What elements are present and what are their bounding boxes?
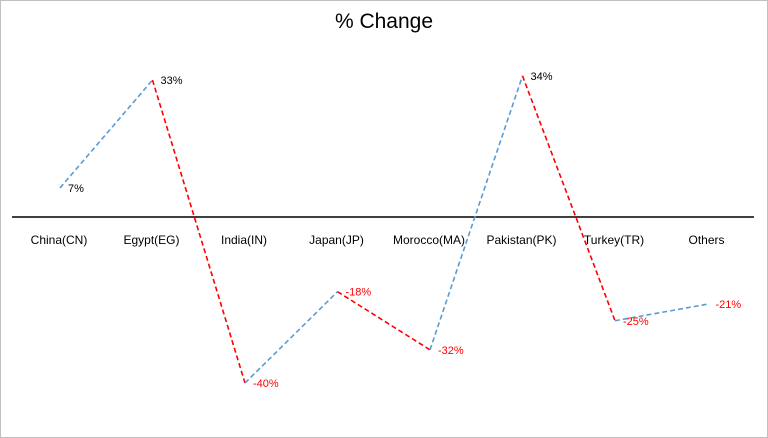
category-label: Others [688, 233, 724, 247]
category-label: Turkey(TR) [584, 233, 644, 247]
data-label: 7% [68, 183, 84, 195]
data-label: -25% [623, 316, 649, 328]
category-label: China(CN) [31, 233, 88, 247]
line-segment-2 [151, 79, 246, 384]
line-segment-6 [521, 75, 616, 322]
line-segment-5 [429, 75, 524, 351]
category-label: Pakistan(PK) [486, 233, 556, 247]
data-labels: 7% 33% -40% -18% -32% 34% -25% -21% [68, 71, 741, 390]
data-label: -32% [438, 345, 464, 357]
data-label: -21% [716, 299, 742, 311]
line-segment-3 [244, 291, 339, 384]
chart-title: % Change [334, 10, 434, 33]
category-label: Morocco(MA) [393, 233, 465, 247]
series-segments [59, 75, 708, 384]
line-segment-4 [337, 291, 431, 351]
category-label: Egypt(EG) [123, 233, 179, 247]
data-label: 34% [531, 71, 553, 83]
category-label: India(IN) [221, 233, 267, 247]
line-segment-1 [59, 79, 154, 189]
category-label: Japan(JP) [309, 233, 364, 247]
data-label: -18% [346, 287, 372, 299]
data-label: -40% [253, 378, 279, 390]
category-labels: China(CN) Egypt(EG) India(IN) Japan(JP) Moro… [31, 233, 725, 247]
data-label: 33% [161, 75, 183, 87]
